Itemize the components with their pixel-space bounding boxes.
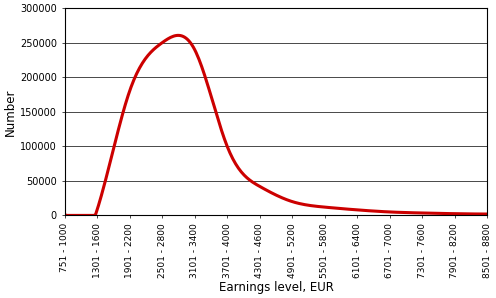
Y-axis label: Number: Number xyxy=(4,88,17,136)
X-axis label: Earnings level, EUR: Earnings level, EUR xyxy=(219,281,333,294)
